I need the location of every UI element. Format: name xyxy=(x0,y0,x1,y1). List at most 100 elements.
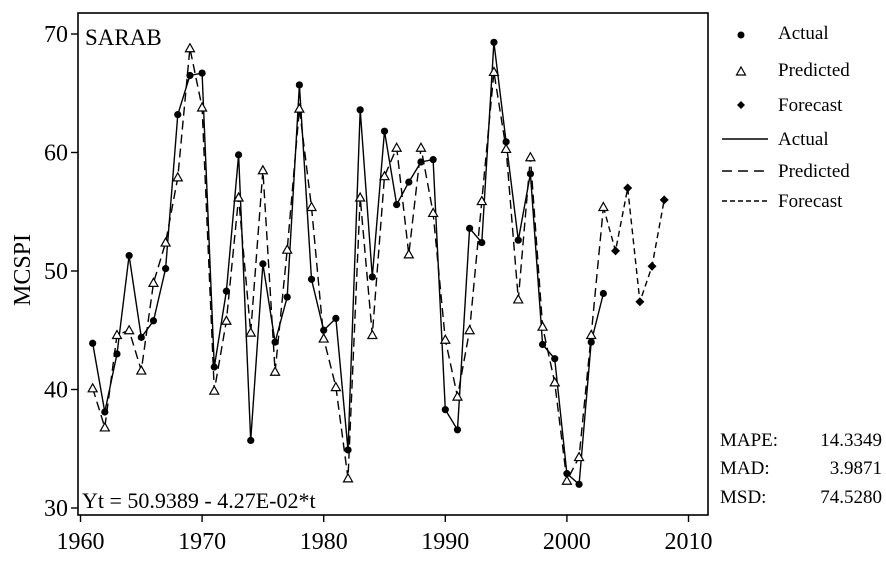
data-point-actual-1976 xyxy=(271,338,279,346)
data-point-predicted-1985 xyxy=(378,170,391,181)
data-point-predicted-1987 xyxy=(403,248,415,259)
data-point-actual-1977 xyxy=(283,293,291,301)
data-point-actual-1982 xyxy=(344,446,352,454)
data-point-predicted-1965 xyxy=(135,364,147,375)
data-point-predicted-1991 xyxy=(451,390,463,401)
data-point-actual-1985 xyxy=(380,127,389,135)
data-point-predicted-2001 xyxy=(573,451,585,462)
y-tick-label-40: 40 xyxy=(44,378,68,404)
data-point-predicted-1981 xyxy=(330,381,342,392)
legend-actual-circle-icon xyxy=(737,31,745,39)
data-point-actual-1988 xyxy=(417,158,425,166)
data-point-actual-1991 xyxy=(453,426,462,434)
stat-value-mad: 3.9871 xyxy=(830,458,882,479)
y-tick-label-60: 60 xyxy=(44,141,68,167)
data-point-predicted-1998 xyxy=(537,320,549,331)
data-point-predicted-1973 xyxy=(233,191,245,202)
data-point-predicted-1971 xyxy=(208,384,220,395)
data-point-predicted-1970 xyxy=(196,101,208,112)
legend-line-entry-predicted: Predicted xyxy=(778,161,850,182)
data-point-actual-2000 xyxy=(563,470,571,478)
data-point-predicted-1974 xyxy=(245,326,257,337)
trend-equation: Yt = 50.9389 - 4.27E-02*t xyxy=(82,488,316,513)
data-point-actual-1980 xyxy=(320,326,328,334)
data-point-actual-1964 xyxy=(125,251,133,260)
data-point-actual-1978 xyxy=(295,81,303,89)
data-point-actual-1963 xyxy=(113,350,121,358)
data-point-predicted-1996 xyxy=(512,293,524,304)
data-point-predicted-2002 xyxy=(585,329,597,340)
data-point-actual-1979 xyxy=(307,275,316,283)
legend-marker-entry-predicted: Predicted xyxy=(778,60,850,81)
data-point-predicted-1988 xyxy=(415,142,427,152)
data-point-actual-1987 xyxy=(405,178,413,186)
data-point-actual-1981 xyxy=(332,314,340,322)
data-point-predicted-1993 xyxy=(476,195,488,206)
legend-marker-entry-actual: Actual xyxy=(778,23,829,44)
plot-frame xyxy=(77,12,709,516)
stat-label-mad: MAD: xyxy=(720,458,770,479)
stat-label-msd: MSD: xyxy=(720,487,766,508)
data-point-predicted-1999 xyxy=(549,376,561,387)
data-point-predicted-1994 xyxy=(488,66,500,77)
data-point-predicted-1978 xyxy=(293,102,305,113)
data-point-actual-1990 xyxy=(441,406,449,414)
data-point-actual-1995 xyxy=(502,138,510,146)
data-point-predicted-1969 xyxy=(184,42,196,53)
data-point-predicted-1966 xyxy=(147,277,159,287)
x-tick-label-2000: 2000 xyxy=(543,529,591,555)
data-point-actual-1968 xyxy=(174,110,182,119)
data-point-actual-2003 xyxy=(599,289,607,298)
data-point-predicted-2003 xyxy=(597,201,609,212)
series-line-forecast xyxy=(602,187,665,303)
data-point-predicted-1995 xyxy=(500,143,512,154)
data-point-actual-1986 xyxy=(393,201,401,209)
data-point-actual-1970 xyxy=(198,69,206,77)
data-point-actual-1973 xyxy=(234,151,243,159)
x-tick-label-1970: 1970 xyxy=(178,529,226,555)
legend-line-entry-actual: Actual xyxy=(778,129,829,150)
data-point-actual-1975 xyxy=(259,260,267,268)
x-tick-label-1960: 1960 xyxy=(57,529,105,555)
data-point-forecast-2004 xyxy=(611,246,621,256)
data-point-predicted-1979 xyxy=(306,201,318,212)
data-point-actual-1983 xyxy=(356,106,364,114)
data-point-actual-1962 xyxy=(101,408,109,416)
data-point-actual-1971 xyxy=(210,363,218,371)
data-point-predicted-1961 xyxy=(87,382,99,393)
data-point-actual-1992 xyxy=(466,224,474,232)
data-point-actual-1996 xyxy=(514,236,522,244)
x-tick-label-1990: 1990 xyxy=(421,529,469,555)
data-point-predicted-1989 xyxy=(427,207,439,218)
data-point-actual-1994 xyxy=(490,38,498,46)
data-point-actual-1967 xyxy=(162,265,170,273)
accuracy-stats: MAPE: 14.3349 MAD: 3.9871 MSD: 74.5280 xyxy=(720,430,882,508)
x-tick-label-2010: 2010 xyxy=(665,529,713,555)
data-point-actual-1961 xyxy=(89,339,97,347)
y-tick-label-50: 50 xyxy=(44,259,68,285)
y-axis-label: MCSPI xyxy=(10,234,36,306)
data-point-actual-1984 xyxy=(368,273,376,281)
data-point-actual-1989 xyxy=(429,156,437,164)
y-tick-label-70: 70 xyxy=(44,22,68,48)
data-point-predicted-1967 xyxy=(160,236,172,247)
data-point-forecast-2007 xyxy=(647,261,657,271)
data-point-predicted-1975 xyxy=(257,164,269,175)
data-point-forecast-2006 xyxy=(635,297,645,307)
legend-forecast-diamond-icon xyxy=(737,101,745,109)
stat-value-mape: 14.3349 xyxy=(820,430,882,451)
data-point-actual-1966 xyxy=(149,317,158,325)
data-point-actual-1993 xyxy=(478,238,486,247)
data-point-actual-1965 xyxy=(137,333,145,341)
data-point-predicted-1977 xyxy=(281,243,293,254)
legend-marker-entry-forecast: Forecast xyxy=(778,95,843,116)
legend: Actual Predicted Forecast Actual Predict… xyxy=(722,23,850,212)
data-point-forecast-2005 xyxy=(623,183,633,193)
stat-value-msd: 74.5280 xyxy=(820,487,882,508)
data-point-actual-1972 xyxy=(222,287,231,295)
data-point-predicted-1990 xyxy=(439,334,451,344)
data-point-predicted-1963 xyxy=(111,329,123,340)
data-point-predicted-2000 xyxy=(561,475,573,485)
data-point-predicted-1986 xyxy=(391,142,403,152)
